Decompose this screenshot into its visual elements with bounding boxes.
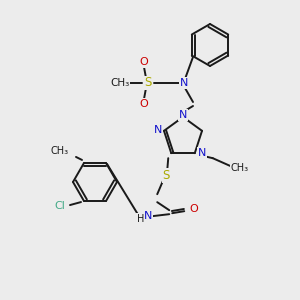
Text: O: O — [140, 99, 148, 109]
Text: N: N — [180, 78, 188, 88]
Text: H: H — [136, 214, 144, 224]
Text: CH₃: CH₃ — [51, 146, 69, 156]
Text: N: N — [179, 110, 187, 120]
Text: N: N — [144, 211, 152, 221]
Text: N: N — [154, 125, 162, 135]
Text: CH₃: CH₃ — [231, 163, 249, 173]
Text: S: S — [144, 76, 152, 89]
Text: O: O — [140, 57, 148, 67]
Text: S: S — [163, 169, 170, 182]
Text: CH₃: CH₃ — [110, 78, 130, 88]
Text: O: O — [190, 204, 199, 214]
Text: Cl: Cl — [55, 201, 65, 211]
Text: N: N — [198, 148, 206, 158]
